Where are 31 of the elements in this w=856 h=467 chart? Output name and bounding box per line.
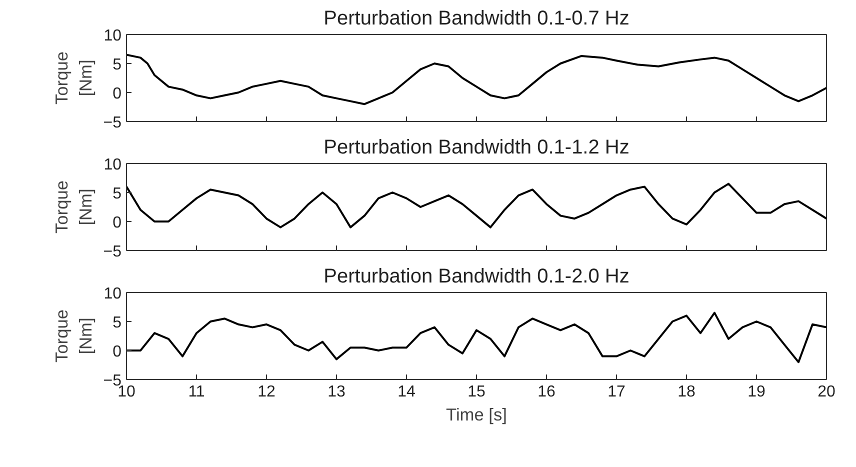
y-axis-title: Torque [Nm] bbox=[51, 180, 96, 234]
y-tick-label: 0 bbox=[112, 86, 122, 102]
x-axis-title: Time [s] bbox=[446, 404, 507, 424]
y-axis-title: Torque [Nm] bbox=[51, 52, 96, 104]
x-tick-label: 14 bbox=[398, 384, 416, 400]
y-tick-label: 0 bbox=[112, 214, 122, 232]
y-tick-label: 5 bbox=[112, 56, 122, 74]
chart-title: Perturbation Bandwidth 0.1-1.2 Hz bbox=[324, 136, 630, 158]
y-tick-label: 5 bbox=[112, 186, 122, 202]
y-tick-label: 5 bbox=[112, 314, 122, 332]
x-tick-label: 12 bbox=[258, 384, 276, 400]
x-tick-label: 19 bbox=[748, 384, 766, 400]
y-axis-title: Torque [Nm] bbox=[51, 310, 96, 362]
x-tick-label: 11 bbox=[188, 384, 205, 400]
x-tick-label: 15 bbox=[468, 384, 486, 400]
x-tick-label: 13 bbox=[328, 384, 346, 400]
line-series bbox=[126, 312, 826, 364]
x-tick-label: 17 bbox=[608, 384, 626, 400]
y-tick-label: 10 bbox=[104, 156, 122, 174]
y-tick-label: −5 bbox=[103, 244, 122, 260]
x-tick-label: 16 bbox=[538, 384, 556, 400]
x-tick-label: 18 bbox=[678, 384, 696, 400]
chart-title: Perturbation Bandwidth 0.1-0.7 Hz bbox=[324, 8, 630, 30]
y-tick-label: 10 bbox=[104, 28, 122, 44]
y-tick-label: 0 bbox=[112, 344, 122, 360]
chart-title: Perturbation Bandwidth 0.1-2.0 Hz bbox=[324, 266, 630, 288]
line-series bbox=[126, 182, 826, 228]
y-tick-label: 10 bbox=[104, 286, 122, 302]
line-series bbox=[126, 54, 826, 106]
y-tick-label: −5 bbox=[103, 114, 122, 132]
x-tick-label: 20 bbox=[818, 384, 836, 400]
